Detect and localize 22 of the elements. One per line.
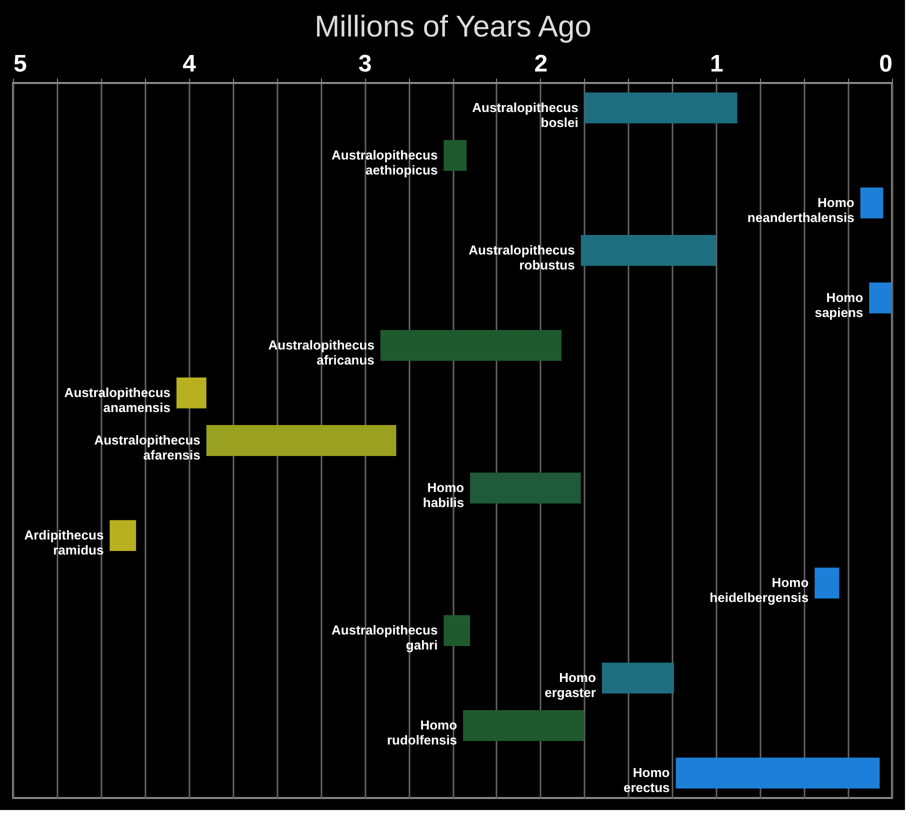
y-tick-label: Homo ergaster xyxy=(544,670,596,700)
y-tick-label: Australopithecus aethiopicus xyxy=(332,147,438,178)
x-tick-label: 2 xyxy=(534,50,548,78)
y-tick-label: Australopithecus robustus xyxy=(468,242,575,272)
x-tick-label: 1 xyxy=(710,50,724,78)
y-tick-label: Ardipithecus ramidus xyxy=(24,528,104,558)
y-tick-label: Australopithecus boslei xyxy=(472,100,578,130)
y-tick-label: Australopithecus anamensis xyxy=(64,384,170,415)
y-tick-label: Homo habilis xyxy=(422,480,464,510)
y-tick-label: Homo neanderthalensis xyxy=(747,194,854,225)
x-tick-label: 4 xyxy=(182,50,197,78)
x-tick-label: 3 xyxy=(358,50,372,78)
y-tick-label: Homo erectus xyxy=(624,765,670,796)
y-tick-label: Homo sapiens xyxy=(814,290,864,320)
y-tick-label: Australopithecus africanus xyxy=(268,337,374,368)
y-tick-label: Australopithecus afarensis xyxy=(94,432,200,462)
x-axis-title: Millions of Years Ago xyxy=(314,10,592,44)
y-tick-label: Homo heidelbergensis xyxy=(710,575,809,606)
x-tick-label: 5 xyxy=(14,50,27,78)
x-tick-label: 0 xyxy=(879,50,892,78)
y-tick-label: Australopithecus gahri xyxy=(332,622,438,653)
y-tick-label: Homo rudolfensis xyxy=(386,718,458,748)
